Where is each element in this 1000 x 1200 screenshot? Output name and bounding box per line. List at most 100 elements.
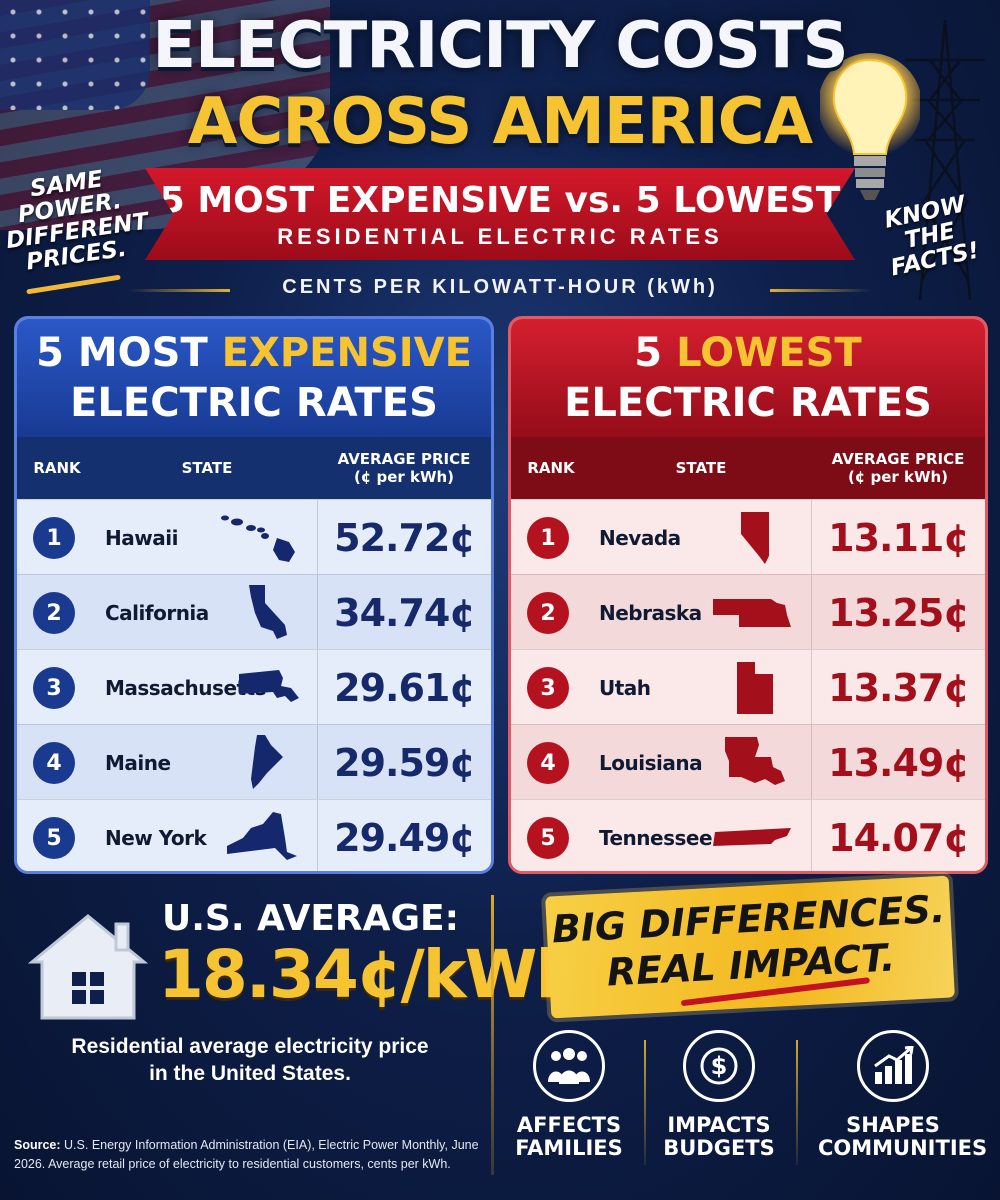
power-tower-icon [905,20,985,300]
state-name: Louisiana [599,750,703,775]
rank-badge: 2 [527,592,569,634]
price-value: 13.49¢ [811,725,985,800]
impact-label-line-2: BUDGETS [663,1136,775,1161]
rank-badge: 3 [527,667,569,709]
state-name: Utah [599,675,651,700]
header-state: STATE [181,459,233,477]
header-rank: RANK [33,459,81,477]
rank-badge: 2 [33,592,75,634]
impact-families: AFFECTS FAMILIES [494,1030,644,1160]
utah-icon [737,662,773,714]
most-expensive-title: 5 MOST EXPENSIVE ELECTRIC RATES [17,319,491,437]
growth-chart-icon [857,1030,929,1102]
table-row: 2 California 34.74¢ [17,574,491,650]
price-value: 13.11¢ [811,500,985,575]
hawaii-icon [221,515,295,562]
header-price: AVERAGE PRICE (¢ per kWh) [317,437,491,499]
header-price-line-1: AVERAGE PRICE [337,450,471,468]
title-highlight: LOWEST [676,330,862,376]
california-icon [249,585,287,639]
panel-title-line-2: ELECTRIC RATES [564,380,932,426]
impact-label-line-2: FAMILIES [515,1136,623,1161]
state-name: Nebraska [599,600,702,625]
header-price-line-2: (¢ per kWh) [353,468,455,486]
side-note-left: SAME POWER. DIFFERENT PRICES. [0,163,150,277]
impact-separator [796,1040,798,1165]
source-note: Source: U.S. Energy Information Administ… [14,1136,484,1174]
price-value: 34.74¢ [317,575,491,650]
ribbon-subheadline: RESIDENTIAL ELECTRIC RATES [277,224,723,249]
panel-title-line: 5 MOST EXPENSIVE [17,333,491,373]
average-desc-line-2: in the United States. [149,1062,351,1086]
impact-label: IMPACTS BUDGETS [644,1113,794,1161]
price-value: 29.61¢ [317,650,491,725]
header-price: AVERAGE PRICE (¢ per kWh) [811,437,985,499]
header-state: STATE [675,459,727,477]
price-value: 52.72¢ [317,500,491,575]
state-name: Nevada [599,525,681,550]
source-label: Source: [14,1138,61,1152]
maine-icon [251,735,283,789]
rank-badge: 5 [527,817,569,859]
impact-label-line-1: AFFECTS [516,1113,622,1137]
table-header: RANK STATE AVERAGE PRICE (¢ per kWh) [17,437,491,499]
table-row: 4 Louisiana 13.49¢ [511,724,985,800]
ribbon-headline: 5 MOST EXPENSIVE vs. 5 LOWEST [159,180,841,221]
impact-separator [644,1040,646,1165]
title-line-2: ACROSS AMERICA [187,85,813,159]
us-average-value: 18.34¢/kWh [158,936,582,1013]
nebraska-icon [713,599,791,627]
units-divider-right [770,289,870,292]
most-expensive-panel: 5 MOST EXPENSIVE ELECTRIC RATES RANK STA… [14,316,494,874]
state-name: Maine [105,750,171,775]
table-row: 3 Utah 13.37¢ [511,649,985,725]
table-row: 1 Nevada 13.11¢ [511,499,985,575]
title-number: 5 [634,330,663,376]
rank-badge: 5 [33,817,75,859]
title-number: 5 MOST [36,330,208,376]
louisiana-icon [725,737,785,785]
units-divider-left [130,289,230,292]
header-price-line-2: (¢ per kWh) [847,468,949,486]
tennessee-icon [713,828,791,846]
table-row: 4 Maine 29.59¢ [17,724,491,800]
table-row: 2 Nebraska 13.25¢ [511,574,985,650]
price-value: 29.49¢ [317,800,491,871]
impact-budgets: $ IMPACTS BUDGETS [644,1030,794,1160]
impact-label: SHAPES COMMUNITIES [818,1113,988,1161]
bottom-divider [491,895,494,1175]
impact-communities: SHAPES COMMUNITIES [818,1030,988,1161]
impact-label-line-1: IMPACTS [667,1113,771,1137]
us-average-label: U.S. AVERAGE: [162,898,460,939]
panel-title-line: 5 LOWEST [511,333,985,373]
lowest-title: 5 LOWEST ELECTRIC RATES [511,319,985,437]
price-value: 14.07¢ [811,800,985,871]
title-highlight: EXPENSIVE [221,330,472,376]
table-row: 3 Massachusetts 29.61¢ [17,649,491,725]
family-icon [533,1030,605,1102]
table-row: 5 Tennessee 14.07¢ [511,799,985,871]
source-text: U.S. Energy Information Administration (… [14,1138,479,1171]
us-average-description: Residential average electricity price in… [30,1033,470,1088]
dollar-icon: $ [683,1030,755,1102]
impact-label: AFFECTS FAMILIES [494,1113,644,1161]
new-york-icon [227,812,297,860]
panel-title-line-2: ELECTRIC RATES [70,380,438,426]
light-bulb-icon [820,53,920,200]
average-desc-line-1: Residential average electricity price [71,1035,429,1058]
dollar-glyph: $ [700,1047,738,1085]
impact-label-line-2: COMMUNITIES [818,1136,988,1161]
header-rank: RANK [527,459,575,477]
lowest-panel: 5 LOWEST ELECTRIC RATES RANK STATE AVERA… [508,316,988,874]
rank-badge: 4 [33,742,75,784]
price-value: 13.37¢ [811,650,985,725]
rank-badge: 3 [33,667,75,709]
impact-banner: BIG DIFFERENCES. REAL IMPACT. [545,875,955,1019]
table-header: RANK STATE AVERAGE PRICE (¢ per kWh) [511,437,985,499]
growth-chart-glyph [874,1046,914,1084]
title-line-1: ELECTRICITY COSTS [152,9,848,83]
house-icon [27,914,149,1020]
price-value: 13.25¢ [811,575,985,650]
flag-stars-canton [0,0,150,110]
massachusetts-icon [239,670,299,702]
